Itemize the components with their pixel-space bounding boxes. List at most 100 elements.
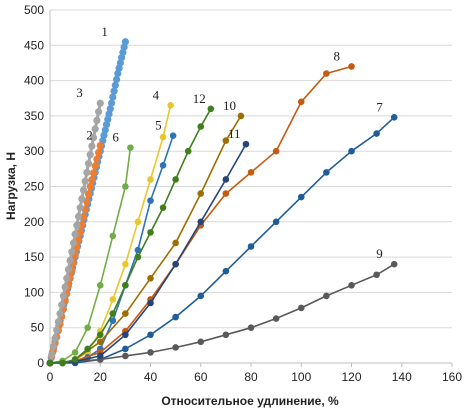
x-tick-label: 60 xyxy=(194,370,208,384)
data-point xyxy=(122,183,129,190)
series-number-label: 6 xyxy=(112,130,119,145)
data-point xyxy=(147,197,154,204)
data-point xyxy=(59,292,67,300)
x-tick-label: 140 xyxy=(392,370,412,384)
y-tick-label: 450 xyxy=(24,38,44,52)
series-3 xyxy=(46,99,104,367)
data-point xyxy=(172,260,179,268)
series-number-label: 7 xyxy=(376,99,383,114)
data-point xyxy=(83,168,91,176)
series-12 xyxy=(46,105,215,367)
data-point xyxy=(88,176,96,184)
data-point xyxy=(63,274,71,282)
data-point xyxy=(122,310,129,317)
data-point xyxy=(109,310,117,317)
data-point xyxy=(172,313,179,321)
data-point xyxy=(71,349,79,356)
data-point xyxy=(122,331,129,339)
data-point xyxy=(348,147,355,155)
data-point xyxy=(272,218,280,226)
data-point xyxy=(323,70,330,77)
data-point xyxy=(147,331,154,339)
data-point xyxy=(71,356,79,363)
y-axis-title: Нагрузка, Н xyxy=(4,152,18,220)
series-number-label: 11 xyxy=(228,126,241,141)
data-point xyxy=(71,230,79,238)
data-point xyxy=(66,257,74,265)
data-point xyxy=(109,93,117,101)
data-point xyxy=(110,87,118,95)
data-point xyxy=(237,112,245,120)
data-point xyxy=(390,114,398,121)
data-point xyxy=(159,162,167,169)
data-point xyxy=(79,186,88,194)
data-point xyxy=(109,317,117,324)
data-point xyxy=(86,182,94,191)
data-point xyxy=(91,162,99,170)
data-point xyxy=(84,324,91,332)
data-point xyxy=(222,137,230,144)
data-point xyxy=(222,267,230,275)
data-point xyxy=(109,232,117,240)
data-point xyxy=(147,274,154,282)
data-point xyxy=(134,246,142,254)
data-point xyxy=(197,218,205,226)
x-tick-label: 100 xyxy=(291,370,311,384)
series-number-label: 2 xyxy=(86,128,93,143)
y-tick-label: 200 xyxy=(24,215,44,229)
y-tick-label: 100 xyxy=(24,285,44,299)
axis-layer: 0 50 100 150 200 250 300 350 400 450 500 0 20 40 60 80 1… xyxy=(24,3,462,384)
data-point xyxy=(68,248,76,256)
data-point xyxy=(197,292,205,300)
data-point xyxy=(95,148,103,156)
series-number-label: 9 xyxy=(376,246,383,261)
x-tick-label: 40 xyxy=(144,370,158,384)
data-point xyxy=(122,282,129,289)
data-point xyxy=(93,116,101,124)
series-number-label: 8 xyxy=(334,48,341,63)
series-8 xyxy=(46,63,355,367)
data-point xyxy=(81,177,89,185)
data-point xyxy=(51,334,59,342)
data-point xyxy=(111,81,119,89)
data-point xyxy=(56,310,64,318)
data-point xyxy=(96,141,104,150)
data-point xyxy=(122,260,129,268)
data-point xyxy=(113,75,121,83)
data-point xyxy=(297,98,305,106)
data-point xyxy=(74,212,83,221)
data-point xyxy=(122,345,129,353)
data-point xyxy=(272,315,280,322)
data-point xyxy=(84,190,93,198)
data-point xyxy=(272,147,280,155)
data-point xyxy=(207,105,215,113)
data-point xyxy=(348,63,355,70)
data-point xyxy=(172,239,179,247)
x-tick-label: 20 xyxy=(94,370,108,384)
data-point xyxy=(109,296,117,303)
data-point xyxy=(167,102,174,109)
data-point xyxy=(84,345,91,353)
y-tick-label: 500 xyxy=(24,3,44,17)
data-point xyxy=(121,38,129,46)
data-point xyxy=(88,142,96,150)
data-point xyxy=(247,169,255,176)
data-point xyxy=(73,221,81,229)
data-point xyxy=(197,123,205,130)
data-point xyxy=(54,318,63,326)
series-number-label: 3 xyxy=(76,85,83,100)
data-point xyxy=(89,134,98,142)
data-point xyxy=(348,282,355,289)
data-point xyxy=(96,282,104,289)
series-number-label: 4 xyxy=(153,87,160,102)
data-point xyxy=(122,352,129,360)
data-point xyxy=(247,243,255,250)
data-point xyxy=(297,304,305,312)
data-point xyxy=(59,359,66,367)
data-point xyxy=(96,99,104,107)
y-tick-label: 300 xyxy=(24,144,44,158)
series-number-label: 5 xyxy=(155,118,162,133)
data-point xyxy=(222,331,230,339)
data-point xyxy=(53,326,61,334)
